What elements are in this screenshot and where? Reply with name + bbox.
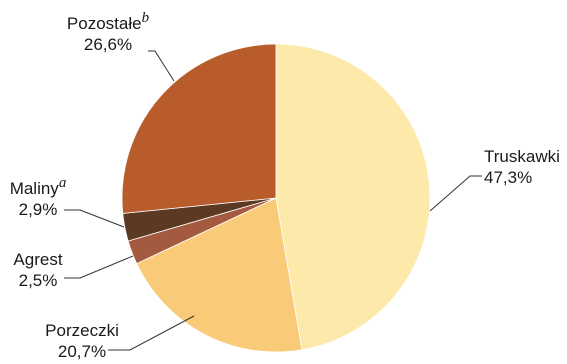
leader-line-truskawki	[429, 175, 482, 212]
slice-label-pozostale: Pozostałeb	[67, 10, 150, 33]
slice-label-porzeczki: Porzeczki	[45, 321, 119, 340]
leader-line-porzeczki	[108, 315, 195, 351]
leader-line-pozostale	[148, 50, 175, 82]
pie-slice-pozostale	[121, 43, 277, 214]
pie-slices	[121, 43, 431, 353]
slice-value-pozostale: 26,6%	[84, 35, 132, 54]
leader-lines	[64, 50, 482, 351]
slice-label-truskawki: Truskawki	[484, 147, 560, 166]
slice-value-truskawki: 47,3%	[484, 168, 532, 187]
leader-line-agrest	[64, 255, 134, 279]
slice-value-agrest: 2,5%	[19, 271, 58, 290]
slice-labels: Truskawki 47,3% Porzeczki 20,7% Agrest 2,5% Ma…	[10, 10, 560, 361]
pie-slice-truskawki	[275, 43, 431, 351]
footnote-marker: a	[59, 175, 67, 191]
slice-value-maliny: 2,9%	[19, 200, 58, 219]
slice-value-porzeczki: 20,7%	[58, 342, 106, 361]
slice-label-maliny: Malinya	[10, 175, 67, 198]
leader-line-maliny	[64, 209, 125, 228]
footnote-marker: b	[142, 10, 150, 26]
pie-slice-porzeczki	[136, 197, 303, 353]
slice-label-agrest: Agrest	[13, 250, 62, 269]
